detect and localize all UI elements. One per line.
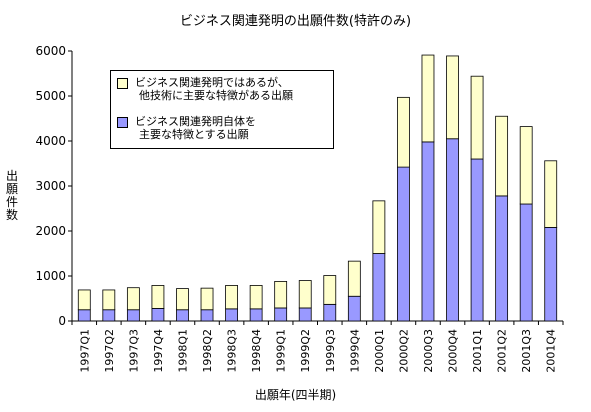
bar-segment-secondary [102, 289, 116, 311]
bar-segment-secondary [126, 287, 140, 311]
x-tick-label: 2001Q1 [471, 329, 484, 373]
bar-segment-primary [519, 203, 533, 322]
bar-segment-primary [397, 166, 410, 322]
bar-segment-secondary [274, 280, 288, 309]
bar-segment-secondary [200, 287, 214, 311]
bar-segment-secondary [323, 275, 337, 305]
bar-segment-secondary [544, 160, 558, 228]
x-tick-label: 2001Q2 [496, 329, 509, 373]
bar-segment-primary [225, 308, 238, 322]
y-tick-label: 6000 [35, 44, 66, 58]
y-axis-label: 出願件数 [5, 169, 18, 222]
x-tick-label: 2000Q1 [373, 329, 386, 373]
bar-segment-secondary [470, 75, 484, 160]
x-tick-label: 1998Q3 [226, 329, 239, 373]
y-tick-label: 2000 [35, 224, 66, 238]
x-tick-label: 1998Q4 [250, 329, 263, 373]
bar-segment-primary [298, 307, 312, 322]
bar-segment-secondary [495, 115, 509, 197]
bar-segment-secondary [176, 288, 189, 311]
x-axis-label: 出願年(四半期) [254, 388, 337, 402]
x-tick-label: 1997Q1 [78, 329, 91, 373]
plot-area: 0 1000 2000 3000 4000 5000 6000 1997Q1 1997Q2 199… [35, 44, 564, 373]
bar-segment-secondary [225, 285, 238, 310]
x-tick-label: 1998Q1 [176, 329, 189, 373]
x-tick-label: 2000Q3 [422, 329, 435, 373]
bar-segment-primary [200, 309, 214, 322]
bar-segment-secondary [77, 289, 91, 311]
x-tick-label: 2000Q2 [397, 329, 410, 373]
x-tick-label: 2001Q3 [520, 329, 533, 373]
bar-segment-secondary [421, 54, 435, 143]
y-tick-label: 5000 [35, 89, 66, 103]
bar-segment-secondary [397, 96, 410, 168]
x-tick-label: 1999Q4 [348, 329, 361, 373]
bar-segment-primary [249, 308, 263, 322]
bar-segment-primary [323, 303, 337, 322]
legend-swatch-secondary [117, 78, 128, 89]
legend-label-primary: ビジネス関連発明自体を 主要な特徴とする出願 [135, 115, 256, 141]
x-tick-label: 2001Q4 [545, 329, 558, 373]
chart-title: ビジネス関連発明の出願件数(特許のみ) [179, 14, 412, 29]
bar-segment-primary [176, 309, 189, 322]
bar-segment-secondary [519, 126, 533, 205]
x-tick-label: 2000Q4 [447, 329, 460, 373]
bar-segment-primary [544, 226, 558, 322]
bar-segment-primary [421, 141, 435, 322]
bar-segment-primary [470, 158, 484, 322]
bar-segment-primary [372, 253, 386, 322]
bar-segment-secondary [446, 55, 459, 140]
y-tick-label: 3000 [35, 179, 66, 193]
bar-segment-secondary [151, 285, 165, 309]
y-tick-label: 0 [58, 314, 66, 328]
x-tick-label: 1997Q3 [127, 329, 140, 373]
x-tick-label: 1997Q4 [152, 329, 165, 373]
x-tick-label: 1998Q2 [201, 329, 214, 373]
y-tick-label: 1000 [35, 269, 66, 283]
x-tick-label: 1999Q2 [299, 329, 312, 373]
bar-segment-primary [77, 309, 91, 322]
bar-segment-primary [495, 195, 509, 322]
bar-segment-primary [126, 309, 140, 322]
bar-segment-primary [347, 295, 361, 322]
bar-segment-primary [102, 309, 116, 322]
x-tick-label: 1999Q3 [324, 329, 337, 373]
bar-segment-secondary [372, 200, 386, 254]
legend-swatch-primary [117, 117, 128, 128]
bar-segment-secondary [298, 280, 312, 309]
bar-segment-primary [274, 307, 288, 322]
x-tick-label: 1997Q2 [103, 329, 116, 373]
bar-segment-secondary [249, 285, 263, 310]
x-tick-label: 1999Q1 [275, 329, 288, 373]
bar-segment-primary [151, 307, 165, 322]
y-tick-label: 4000 [35, 134, 66, 148]
legend: ビジネス関連発明ではあるが、 他技術に主要な特徴がある出願 ビジネス関連発明自体… [110, 70, 334, 149]
bar-segment-secondary [347, 260, 361, 297]
legend-label-secondary: ビジネス関連発明ではあるが、 他技術に主要な特徴がある出願 [135, 76, 293, 102]
bar-segment-primary [446, 138, 459, 322]
